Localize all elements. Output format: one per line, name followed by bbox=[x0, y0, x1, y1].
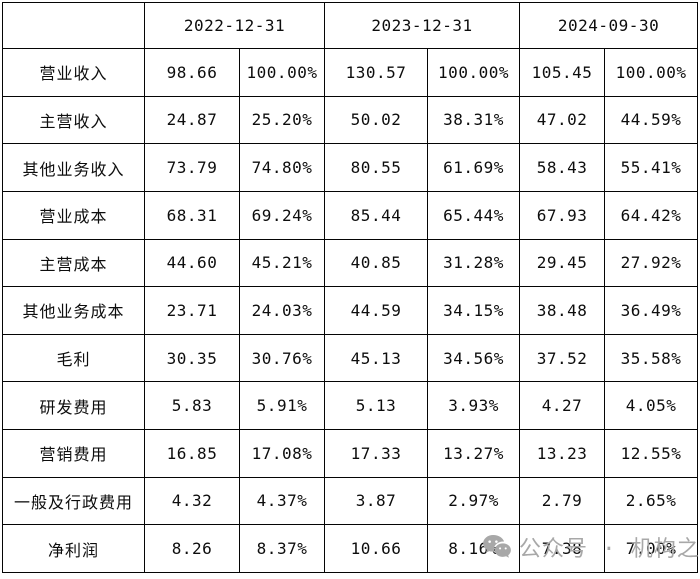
row-label-cell: 净利润 bbox=[2, 524, 145, 573]
percent-cell-2024: 36.49% bbox=[604, 286, 699, 335]
row-label-cell: 毛利 bbox=[2, 333, 145, 383]
table-row: 营销费用 16.85 17.08% 17.33 13.27% 13.23 12.… bbox=[2, 429, 699, 478]
value-cell-2024: 13.23 bbox=[519, 429, 606, 478]
row-label-cell: 主营收入 bbox=[2, 95, 145, 145]
percent-cell-2024: 12.55% bbox=[604, 429, 699, 478]
value-cell-2023: 3.87 bbox=[324, 476, 429, 526]
value-cell-2023: 5.13 bbox=[324, 381, 429, 430]
value-cell-2023: 85.44 bbox=[324, 190, 429, 240]
value-cell-2022: 73.79 bbox=[144, 143, 240, 192]
percent-cell-2022: 17.08% bbox=[238, 429, 326, 478]
percent-cell-2023: 61.69% bbox=[427, 143, 521, 192]
value-cell-2022: 68.31 bbox=[144, 190, 240, 240]
percent-cell-2023: 34.56% bbox=[427, 333, 521, 383]
period-header-2022: 2022-12-31 bbox=[143, 2, 326, 49]
percent-cell-2022: 5.91% bbox=[238, 381, 326, 430]
value-cell-2023: 130.57 bbox=[324, 48, 429, 97]
table-row: 一般及行政费用 4.32 4.37% 3.87 2.97% 2.79 2.65% bbox=[2, 476, 699, 526]
table-row: 其他业务成本 23.71 24.03% 44.59 34.15% 38.48 3… bbox=[2, 286, 699, 335]
value-cell-2024: 2.79 bbox=[519, 476, 606, 526]
percent-cell-2022: 69.24% bbox=[238, 190, 326, 240]
percent-cell-2023: 31.28% bbox=[427, 238, 521, 288]
row-label-cell: 营业成本 bbox=[2, 190, 145, 240]
value-cell-2022: 16.85 bbox=[144, 429, 240, 478]
value-cell-2024: 7.38 bbox=[519, 524, 606, 573]
value-cell-2022: 8.26 bbox=[144, 524, 240, 573]
percent-cell-2022: 45.21% bbox=[238, 238, 326, 288]
percent-cell-2022: 100.00% bbox=[238, 48, 326, 97]
table-row: 营业收入 98.66 100.00% 130.57 100.00% 105.45… bbox=[2, 48, 699, 97]
row-label-cell: 主营成本 bbox=[2, 238, 145, 288]
value-cell-2022: 98.66 bbox=[144, 48, 240, 97]
percent-cell-2024: 100.00% bbox=[604, 48, 699, 97]
value-cell-2022: 44.60 bbox=[144, 238, 240, 288]
value-cell-2024: 37.52 bbox=[519, 333, 606, 383]
table-body: 营业收入 98.66 100.00% 130.57 100.00% 105.45… bbox=[2, 48, 699, 573]
percent-cell-2024: 2.65% bbox=[604, 476, 699, 526]
value-cell-2024: 58.43 bbox=[519, 143, 606, 192]
row-label-cell: 其他业务收入 bbox=[2, 143, 145, 192]
header-row: 2022-12-31 2023-12-31 2024-09-30 bbox=[2, 2, 699, 49]
value-cell-2022: 23.71 bbox=[144, 286, 240, 335]
table-row: 其他业务收入 73.79 74.80% 80.55 61.69% 58.43 5… bbox=[2, 143, 699, 192]
table-header: 2022-12-31 2023-12-31 2024-09-30 bbox=[2, 2, 699, 49]
percent-cell-2023: 38.31% bbox=[427, 95, 521, 145]
percent-cell-2023: 13.27% bbox=[427, 429, 521, 478]
value-cell-2022: 24.87 bbox=[144, 95, 240, 145]
percent-cell-2022: 74.80% bbox=[238, 143, 326, 192]
percent-cell-2024: 27.92% bbox=[604, 238, 699, 288]
percent-cell-2023: 100.00% bbox=[427, 48, 521, 97]
percent-cell-2023: 34.15% bbox=[427, 286, 521, 335]
table-row: 净利润 8.26 8.37% 10.66 8.16% 7.38 7.00% bbox=[2, 524, 699, 573]
table-row: 主营收入 24.87 25.20% 50.02 38.31% 47.02 44.… bbox=[2, 95, 699, 145]
value-cell-2023: 45.13 bbox=[324, 333, 429, 383]
value-cell-2024: 105.45 bbox=[519, 48, 606, 97]
percent-cell-2024: 35.58% bbox=[604, 333, 699, 383]
value-cell-2023: 50.02 bbox=[324, 95, 429, 145]
percent-cell-2022: 25.20% bbox=[238, 95, 326, 145]
value-cell-2023: 40.85 bbox=[324, 238, 429, 288]
value-cell-2022: 30.35 bbox=[144, 333, 240, 383]
table-row: 营业成本 68.31 69.24% 85.44 65.44% 67.93 64.… bbox=[2, 190, 699, 240]
percent-cell-2023: 2.97% bbox=[427, 476, 521, 526]
table-row: 研发费用 5.83 5.91% 5.13 3.93% 4.27 4.05% bbox=[2, 381, 699, 430]
percent-cell-2024: 64.42% bbox=[604, 190, 699, 240]
percent-cell-2024: 4.05% bbox=[604, 381, 699, 430]
percent-cell-2023: 3.93% bbox=[427, 381, 521, 430]
percent-cell-2023: 65.44% bbox=[427, 190, 521, 240]
value-cell-2022: 5.83 bbox=[144, 381, 240, 430]
percent-cell-2024: 55.41% bbox=[604, 143, 699, 192]
percent-cell-2022: 8.37% bbox=[238, 524, 326, 573]
value-cell-2024: 38.48 bbox=[519, 286, 606, 335]
value-cell-2023: 44.59 bbox=[324, 286, 429, 335]
percent-cell-2022: 24.03% bbox=[238, 286, 326, 335]
value-cell-2024: 29.45 bbox=[519, 238, 606, 288]
value-cell-2024: 47.02 bbox=[519, 95, 606, 145]
row-label-cell: 一般及行政费用 bbox=[2, 476, 145, 526]
percent-cell-2024: 7.00% bbox=[604, 524, 699, 573]
value-cell-2023: 10.66 bbox=[324, 524, 429, 573]
value-cell-2023: 80.55 bbox=[324, 143, 429, 192]
percent-cell-2022: 30.76% bbox=[238, 333, 326, 383]
period-header-2024: 2024-09-30 bbox=[519, 2, 699, 49]
percent-cell-2022: 4.37% bbox=[238, 476, 326, 526]
value-cell-2024: 67.93 bbox=[519, 190, 606, 240]
period-header-2023: 2023-12-31 bbox=[324, 2, 521, 49]
value-cell-2022: 4.32 bbox=[144, 476, 240, 526]
table-row: 主营成本 44.60 45.21% 40.85 31.28% 29.45 27.… bbox=[2, 238, 699, 288]
row-label-cell: 营业收入 bbox=[2, 48, 145, 97]
row-label-cell: 其他业务成本 bbox=[2, 286, 145, 335]
row-label-cell: 营销费用 bbox=[2, 429, 145, 478]
table-row: 毛利 30.35 30.76% 45.13 34.56% 37.52 35.58… bbox=[2, 333, 699, 383]
percent-cell-2023: 8.16% bbox=[427, 524, 521, 573]
corner-cell bbox=[2, 2, 145, 49]
percent-cell-2024: 44.59% bbox=[604, 95, 699, 145]
row-label-cell: 研发费用 bbox=[2, 381, 145, 430]
value-cell-2023: 17.33 bbox=[324, 429, 429, 478]
value-cell-2024: 4.27 bbox=[519, 381, 606, 430]
